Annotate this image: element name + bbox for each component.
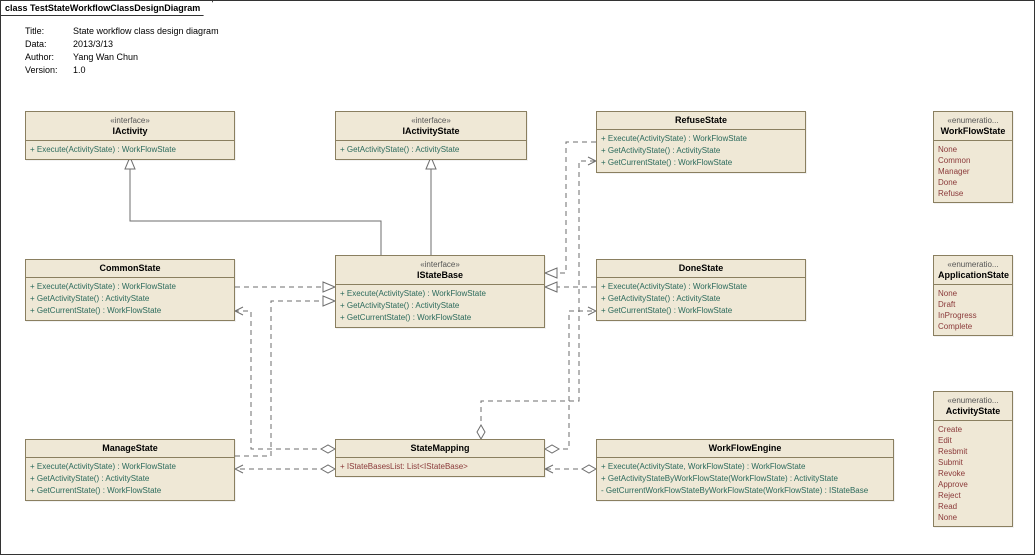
operation: + GetActivityState() : ActivityState — [340, 300, 540, 312]
class-commonstate[interactable]: CommonState + Execute(ActivityState) : W… — [25, 259, 235, 321]
operation: + GetCurrentState() : WorkFlowState — [340, 312, 540, 324]
attribute: + IStateBasesList: List<IStateBase> — [340, 461, 540, 473]
operation: + Execute(ActivityState) : WorkFlowState — [30, 144, 230, 156]
class-name: ManageState — [30, 443, 230, 454]
enum-value: Create — [938, 424, 1008, 435]
meta-title-value: State workflow class design diagram — [73, 25, 219, 38]
enum-applicationstate[interactable]: «enumeratio... ApplicationState None Dra… — [933, 255, 1013, 336]
enum-value: Draft — [938, 299, 1008, 310]
enum-value: Edit — [938, 435, 1008, 446]
enum-activitystate[interactable]: «enumeratio... ActivityState Create Edit… — [933, 391, 1013, 527]
class-name: CommonState — [30, 263, 230, 274]
enum-value: Refuse — [938, 188, 1008, 199]
operation: + GetActivityState() : ActivityState — [340, 144, 522, 156]
stereo: «interface» — [340, 259, 540, 270]
class-statemapping[interactable]: StateMapping + IStateBasesList: List<ISt… — [335, 439, 545, 477]
stereo: «enumeratio... — [938, 395, 1008, 406]
enum-value: Read — [938, 501, 1008, 512]
operation: + GetActivityState() : ActivityState — [601, 293, 801, 305]
meta-data-value: 2013/3/13 — [73, 38, 113, 51]
operation: + Execute(ActivityState) : WorkFlowState — [340, 288, 540, 300]
class-donestate[interactable]: DoneState + Execute(ActivityState) : Wor… — [596, 259, 806, 321]
operation: + GetActivityState() : ActivityState — [30, 293, 230, 305]
enum-workflowstate[interactable]: «enumeratio... WorkFlowState None Common… — [933, 111, 1013, 203]
diagram-meta: Title:State workflow class design diagra… — [25, 25, 219, 77]
class-name: IStateBase — [340, 270, 540, 281]
class-name: ActivityState — [938, 406, 1008, 417]
operation: + GetActivityState() : ActivityState — [30, 473, 230, 485]
enum-value: Approve — [938, 479, 1008, 490]
class-name: StateMapping — [340, 443, 540, 454]
stereo: «enumeratio... — [938, 259, 1008, 270]
operation: + GetActivityStateByWorkFlowState(WorkFl… — [601, 473, 889, 485]
class-name: IActivityState — [340, 126, 522, 137]
class-refusestate[interactable]: RefuseState + Execute(ActivityState) : W… — [596, 111, 806, 173]
stereo: «interface» — [30, 115, 230, 126]
enum-value: Complete — [938, 321, 1008, 332]
operation: + Execute(ActivityState) : WorkFlowState — [601, 281, 801, 293]
enum-value: Common — [938, 155, 1008, 166]
class-managestate[interactable]: ManageState + Execute(ActivityState) : W… — [25, 439, 235, 501]
enum-value: Revoke — [938, 468, 1008, 479]
stereo: «enumeratio... — [938, 115, 1008, 126]
operation: + GetCurrentState() : WorkFlowState — [601, 157, 801, 169]
class-name: WorkFlowState — [938, 126, 1008, 137]
operation: + GetCurrentState() : WorkFlowState — [30, 485, 230, 497]
operation: - GetCurrentWorkFlowStateByWorkFlowState… — [601, 485, 889, 497]
meta-author-value: Yang Wan Chun — [73, 51, 138, 64]
class-iactivity[interactable]: «interface» IActivity + Execute(Activity… — [25, 111, 235, 160]
operation: + GetCurrentState() : WorkFlowState — [601, 305, 801, 317]
meta-data-label: Data: — [25, 38, 73, 51]
class-istatebase[interactable]: «interface» IStateBase + Execute(Activit… — [335, 255, 545, 328]
class-iactivitystate[interactable]: «interface» IActivityState + GetActivity… — [335, 111, 527, 160]
enum-value: Manager — [938, 166, 1008, 177]
operation: + Execute(ActivityState) : WorkFlowState — [30, 461, 230, 473]
class-workflowengine[interactable]: WorkFlowEngine + Execute(ActivityState, … — [596, 439, 894, 501]
enum-value: Done — [938, 177, 1008, 188]
class-name: WorkFlowEngine — [601, 443, 889, 454]
enum-value: None — [938, 512, 1008, 523]
enum-value: Submit — [938, 457, 1008, 468]
meta-title-label: Title: — [25, 25, 73, 38]
enum-value: InProgress — [938, 310, 1008, 321]
meta-version-label: Version: — [25, 64, 73, 77]
stereo: «interface» — [340, 115, 522, 126]
enum-value: None — [938, 144, 1008, 155]
enum-value: Resbmit — [938, 446, 1008, 457]
operation: + Execute(ActivityState) : WorkFlowState — [30, 281, 230, 293]
operation: + Execute(ActivityState) : WorkFlowState — [601, 133, 801, 145]
enum-value: None — [938, 288, 1008, 299]
enum-value: Reject — [938, 490, 1008, 501]
meta-author-label: Author: — [25, 51, 73, 64]
operation: + GetCurrentState() : WorkFlowState — [30, 305, 230, 317]
class-name: IActivity — [30, 126, 230, 137]
class-name: ApplicationState — [938, 270, 1008, 281]
meta-version-value: 1.0 — [73, 64, 86, 77]
diagram-canvas: class TestStateWorkflowClassDesignDiagra… — [0, 0, 1035, 555]
diagram-tab: class TestStateWorkflowClassDesignDiagra… — [1, 1, 213, 16]
class-name: RefuseState — [601, 115, 801, 126]
class-name: DoneState — [601, 263, 801, 274]
operation: + GetActivityState() : ActivityState — [601, 145, 801, 157]
operation: + Execute(ActivityState, WorkFlowState) … — [601, 461, 889, 473]
